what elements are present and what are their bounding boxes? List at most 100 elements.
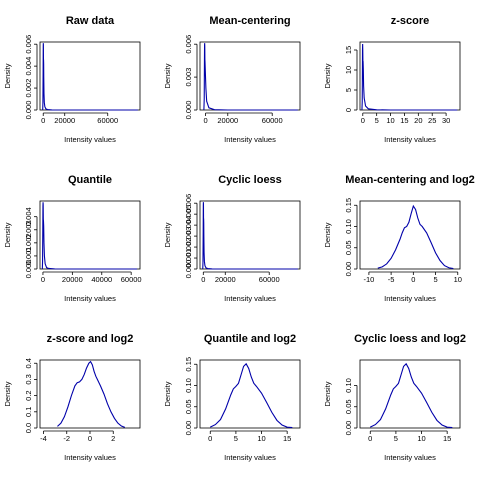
- y-tick-label: 0.15: [344, 198, 353, 213]
- y-tick-label: 0.00: [344, 262, 353, 277]
- x-tick-label: 5: [433, 275, 437, 284]
- panel-4: Quantile 0 20000 40000 60000 Intensity values…: [3, 174, 142, 303]
- y-axis-label: Density: [323, 222, 332, 247]
- y-tick-label: 10: [344, 66, 353, 74]
- y-tick-label: 0.4: [24, 358, 33, 368]
- y-tick-label: 0.003: [184, 227, 193, 246]
- x-tick-label: 0: [203, 116, 207, 125]
- y-tick-label: 0.10: [344, 219, 353, 234]
- y-axis-label: Density: [3, 222, 12, 247]
- plot-frame: [199, 200, 301, 270]
- x-tick-label: 60000: [97, 116, 118, 125]
- panel-title: Quantile and log2: [204, 333, 296, 345]
- panel-title: z-score and log2: [47, 333, 134, 345]
- x-axis-label: Intensity values: [64, 294, 116, 303]
- x-tick-label: 20000: [62, 275, 83, 284]
- density-line: [202, 202, 298, 270]
- panel-title: Mean-centering: [209, 15, 290, 27]
- plot-frame: [359, 41, 461, 111]
- y-axis-label: Density: [3, 381, 12, 406]
- y-tick-label: 0.1: [24, 407, 33, 417]
- panel-title: Cyclic loess and log2: [354, 333, 466, 345]
- panel-title: z-score: [391, 15, 430, 27]
- y-axis-label: Density: [163, 381, 172, 406]
- density-line: [203, 43, 298, 111]
- x-axis-label: Intensity values: [224, 453, 276, 462]
- panel-7: z-score and log2 -4 -2 0 2 Intensity values 0.…: [3, 333, 141, 462]
- y-axis-label: Density: [323, 381, 332, 406]
- y-tick-label: 0.003: [184, 68, 193, 87]
- x-axis-label: Intensity values: [224, 294, 276, 303]
- y-tick-label: 0.05: [344, 240, 353, 255]
- x-tick-label: 0: [368, 434, 372, 443]
- x-tick-label: 0: [41, 116, 45, 125]
- y-tick-label: 0.3: [24, 374, 33, 384]
- y-tick-label: 0.004: [24, 57, 33, 76]
- y-tick-label: 0.0: [24, 423, 33, 433]
- y-tick-label: 0.004: [24, 207, 33, 226]
- x-tick-label: 40000: [91, 275, 112, 284]
- y-tick-label: 0.002: [184, 238, 193, 257]
- y-tick-label: 0.006: [24, 35, 33, 54]
- panel-1: Raw data 0 20000 60000 Intensity values 0.000…: [3, 15, 141, 144]
- x-tick-label: -4: [40, 434, 47, 443]
- density-line: [210, 362, 293, 429]
- y-tick-label: 0.001: [184, 249, 193, 268]
- panel-title: Mean-centering and log2: [345, 174, 475, 186]
- x-axis-label: Intensity values: [224, 135, 276, 144]
- x-tick-label: 15: [443, 434, 451, 443]
- panel-8: Quantile and log2 0 5 10 15 Intensity values 0…: [163, 333, 301, 462]
- y-tick-label: 0.000: [24, 260, 33, 279]
- density-line: [361, 43, 458, 111]
- y-tick-label: 0.006: [184, 194, 193, 213]
- y-tick-label: 0: [344, 108, 353, 112]
- y-tick-label: 0.10: [344, 378, 353, 393]
- density-line: [370, 362, 453, 429]
- x-tick-label: 25: [428, 116, 436, 125]
- x-tick-label: 0: [208, 434, 212, 443]
- x-tick-label: 0: [41, 275, 45, 284]
- y-axis-label: Density: [163, 222, 172, 247]
- x-tick-label: 0: [411, 275, 415, 284]
- y-tick-label: 0.004: [184, 216, 193, 235]
- y-tick-label: 0.003: [24, 220, 33, 239]
- x-tick-label: 20000: [215, 275, 236, 284]
- y-tick-label: 0.002: [24, 79, 33, 98]
- density-line: [377, 204, 454, 270]
- panel-title: Cyclic loess: [218, 174, 282, 186]
- plot-frame: [39, 200, 141, 270]
- y-tick-label: 0.000: [184, 101, 193, 120]
- y-tick-label: 0.002: [24, 233, 33, 252]
- x-tick-label: 20: [414, 116, 422, 125]
- x-tick-label: -5: [388, 275, 395, 284]
- x-axis-label: Intensity values: [384, 294, 436, 303]
- y-axis-label: Density: [163, 63, 172, 88]
- panel-5: Cyclic loess 0 20000 60000 Intensity values 0…: [163, 174, 301, 303]
- x-tick-label: 60000: [262, 116, 283, 125]
- plot-frame: [39, 41, 141, 111]
- x-tick-label: 10: [417, 434, 425, 443]
- x-tick-label: 20000: [54, 116, 75, 125]
- x-axis-label: Intensity values: [384, 135, 436, 144]
- x-tick-label: 20000: [217, 116, 238, 125]
- plot-frame: [39, 359, 141, 429]
- y-tick-label: 0.10: [184, 378, 193, 393]
- y-tick-label: 0.05: [344, 399, 353, 414]
- plot-frame: [359, 359, 461, 429]
- x-axis-label: Intensity values: [384, 453, 436, 462]
- y-tick-label: 0.006: [184, 35, 193, 54]
- y-tick-label: 0.00: [344, 421, 353, 436]
- x-tick-label: -2: [63, 434, 70, 443]
- y-tick-label: 0.05: [184, 399, 193, 414]
- y-tick-label: 0.000: [24, 101, 33, 120]
- panel-6: Mean-centering and log2 -10 -5 0 5 10 Intensit…: [323, 174, 475, 303]
- y-tick-label: 0.15: [184, 357, 193, 372]
- x-tick-label: 30: [442, 116, 450, 125]
- x-tick-label: 60000: [121, 275, 142, 284]
- x-tick-label: 0: [361, 116, 365, 125]
- y-axis-label: Density: [323, 63, 332, 88]
- x-tick-label: 15: [283, 434, 291, 443]
- x-tick-label: 5: [234, 434, 238, 443]
